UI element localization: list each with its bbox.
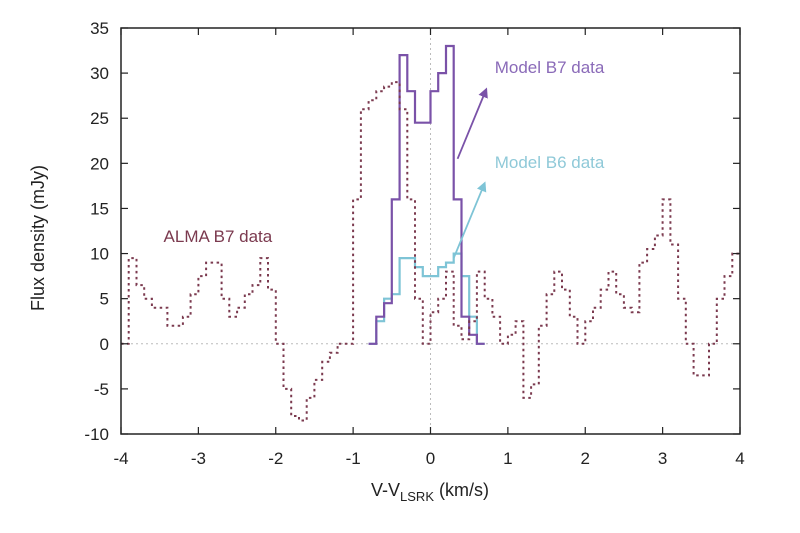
y-tick-label: 0: [100, 335, 109, 354]
x-tick-label: 1: [503, 449, 512, 468]
model-b7-data-arrow: [456, 87, 488, 160]
x-axis-label-unit: (km/s): [434, 480, 489, 500]
x-tick-label: 4: [735, 449, 744, 468]
x-tick-label: 2: [581, 449, 590, 468]
x-axis-label: V-VLSRK (km/s): [371, 480, 489, 504]
x-tick-label: -3: [191, 449, 206, 468]
alma-b7-data-annotation: ALMA B7 data: [164, 227, 273, 246]
y-tick-label: 5: [100, 290, 109, 309]
y-tick-label: 20: [90, 154, 109, 173]
annotations-group: Model B7 data Model B6 data ALMA B7 data: [164, 58, 605, 259]
x-tick-label: 3: [658, 449, 667, 468]
y-tick-label: 35: [90, 19, 109, 38]
model-b6-data-arrow: [452, 181, 487, 259]
series-group: [121, 44, 740, 422]
x-axis-label-subscript: LSRK: [400, 489, 434, 504]
y-tick-label: 25: [90, 109, 109, 128]
x-tick-label: 0: [426, 449, 435, 468]
x-tick-label: -2: [268, 449, 283, 468]
x-tick-label: -1: [346, 449, 361, 468]
y-tick-label: -10: [84, 425, 109, 444]
model-b7-data-line: [368, 44, 485, 345]
model-b6-data-line: [368, 252, 485, 345]
y-tick-label: 10: [90, 245, 109, 264]
x-axis-label-main: V-V: [371, 480, 400, 500]
y-axis-label: Flux density (mJy): [28, 165, 48, 311]
model-b6-data-annotation: Model B6 data: [495, 153, 605, 172]
y-tick-label: 30: [90, 64, 109, 83]
x-tick-label: -4: [113, 449, 128, 468]
model-b7-data-annotation: Model B7 data: [495, 58, 605, 77]
alma-b7-data-line: [121, 81, 740, 422]
zero-gridlines: [121, 28, 740, 434]
y-tick-label: -5: [94, 380, 109, 399]
y-tick-label: 15: [90, 199, 109, 218]
